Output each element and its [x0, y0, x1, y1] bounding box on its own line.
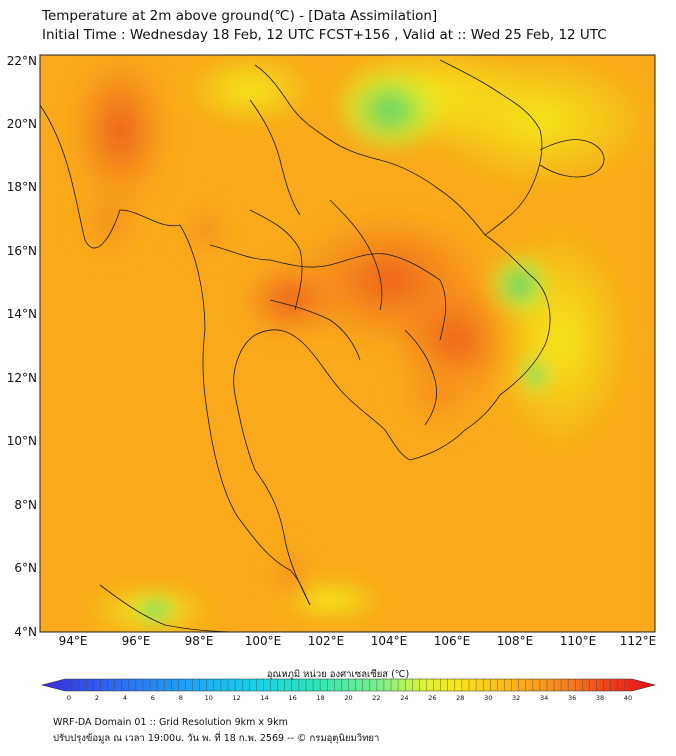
longitude-labels: 94°E 96°E 98°E 100°E 102°E 104°E 106°E 1… — [59, 634, 657, 648]
colorbar: 0 2 4 6 8 10 12 14 16 18 20 22 24 26 28 30 32 34 36 38 40 — [40, 678, 657, 702]
colorbar-tick-label: 40 — [624, 694, 632, 702]
colorbar-tick-label: 32 — [512, 694, 520, 702]
footer-domain-info: WRF-DA Domain 01 :: Grid Resolution 9km … — [53, 717, 288, 728]
colorbar-title: อุณหภูมิ หน่วย องศาเซลเซียส (℃) — [266, 669, 410, 680]
lon-label: 104°E — [371, 634, 408, 648]
colorbar-tick-label: 24 — [400, 694, 408, 702]
lon-label: 98°E — [185, 634, 214, 648]
lon-label: 102°E — [308, 634, 345, 648]
colorbar-tick-label: 34 — [540, 694, 548, 702]
colorbar-tick-label: 38 — [596, 694, 604, 702]
colorbar-tick-label: 20 — [344, 694, 352, 702]
map-frame — [39, 54, 656, 633]
map-title: Temperature at 2m above ground(℃) - [Dat… — [42, 8, 438, 24]
colorbar-tick-label: 6 — [151, 694, 155, 702]
colorbar-tick-label: 8 — [179, 694, 183, 702]
lat-label: 10°N — [7, 434, 37, 448]
lat-label: 4°N — [14, 625, 37, 639]
colorbar-tick-label: 28 — [456, 694, 464, 702]
lat-label: 6°N — [14, 561, 37, 575]
colorbar-tick-label: 10 — [205, 694, 213, 702]
lat-label: 14°N — [7, 307, 37, 321]
lon-label: 110°E — [560, 634, 597, 648]
latitude-labels: 22°N 20°N 18°N 16°N 14°N 12°N 10°N 8°N 6… — [7, 54, 37, 639]
footer-update-info: ปรับปรุงข้อมูล ณ เวลา 19:00u. วัน พ. ที่… — [53, 733, 380, 744]
lon-label: 100°E — [245, 634, 282, 648]
colorbar-tick-label: 2 — [95, 694, 99, 702]
colorbar-tick-label: 26 — [428, 694, 436, 702]
lat-label: 8°N — [14, 498, 37, 512]
colorbar-tick-label: 4 — [123, 694, 127, 702]
temperature-field — [40, 55, 655, 632]
lat-label: 16°N — [7, 244, 37, 258]
lon-label: 106°E — [434, 634, 471, 648]
colorbar-tick-label: 14 — [260, 694, 268, 702]
colorbar-tick-label: 36 — [568, 694, 576, 702]
lon-label: 108°E — [497, 634, 534, 648]
lat-label: 20°N — [7, 117, 37, 131]
colorbar-tick-label: 18 — [316, 694, 324, 702]
lon-label: 94°E — [59, 634, 88, 648]
colorbar-tick-label: 0 — [67, 694, 71, 702]
colorbar-tick-label: 22 — [372, 694, 380, 702]
colorbar-tick-label: 12 — [233, 694, 241, 702]
lat-label: 12°N — [7, 371, 37, 385]
lon-label: 96°E — [122, 634, 151, 648]
map-subtitle: Initial Time : Wednesday 18 Feb, 12 UTC … — [42, 27, 607, 43]
lat-label: 22°N — [7, 54, 37, 68]
colorbar-tick-label: 16 — [288, 694, 296, 702]
lon-label: 112°E — [620, 634, 657, 648]
country-borders — [40, 59, 605, 632]
colorbar-tick-label: 30 — [484, 694, 492, 702]
lat-label: 18°N — [7, 180, 37, 194]
